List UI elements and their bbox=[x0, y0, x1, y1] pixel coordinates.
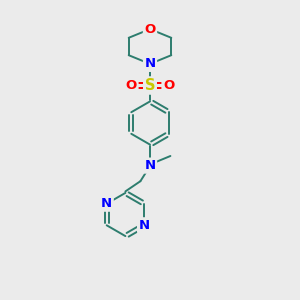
Text: N: N bbox=[144, 159, 156, 172]
Text: S: S bbox=[145, 78, 155, 93]
Text: N: N bbox=[144, 57, 156, 70]
Text: N: N bbox=[101, 197, 112, 210]
Text: O: O bbox=[126, 79, 137, 92]
Text: O: O bbox=[144, 22, 156, 36]
Text: N: N bbox=[139, 219, 150, 232]
Text: O: O bbox=[163, 79, 174, 92]
